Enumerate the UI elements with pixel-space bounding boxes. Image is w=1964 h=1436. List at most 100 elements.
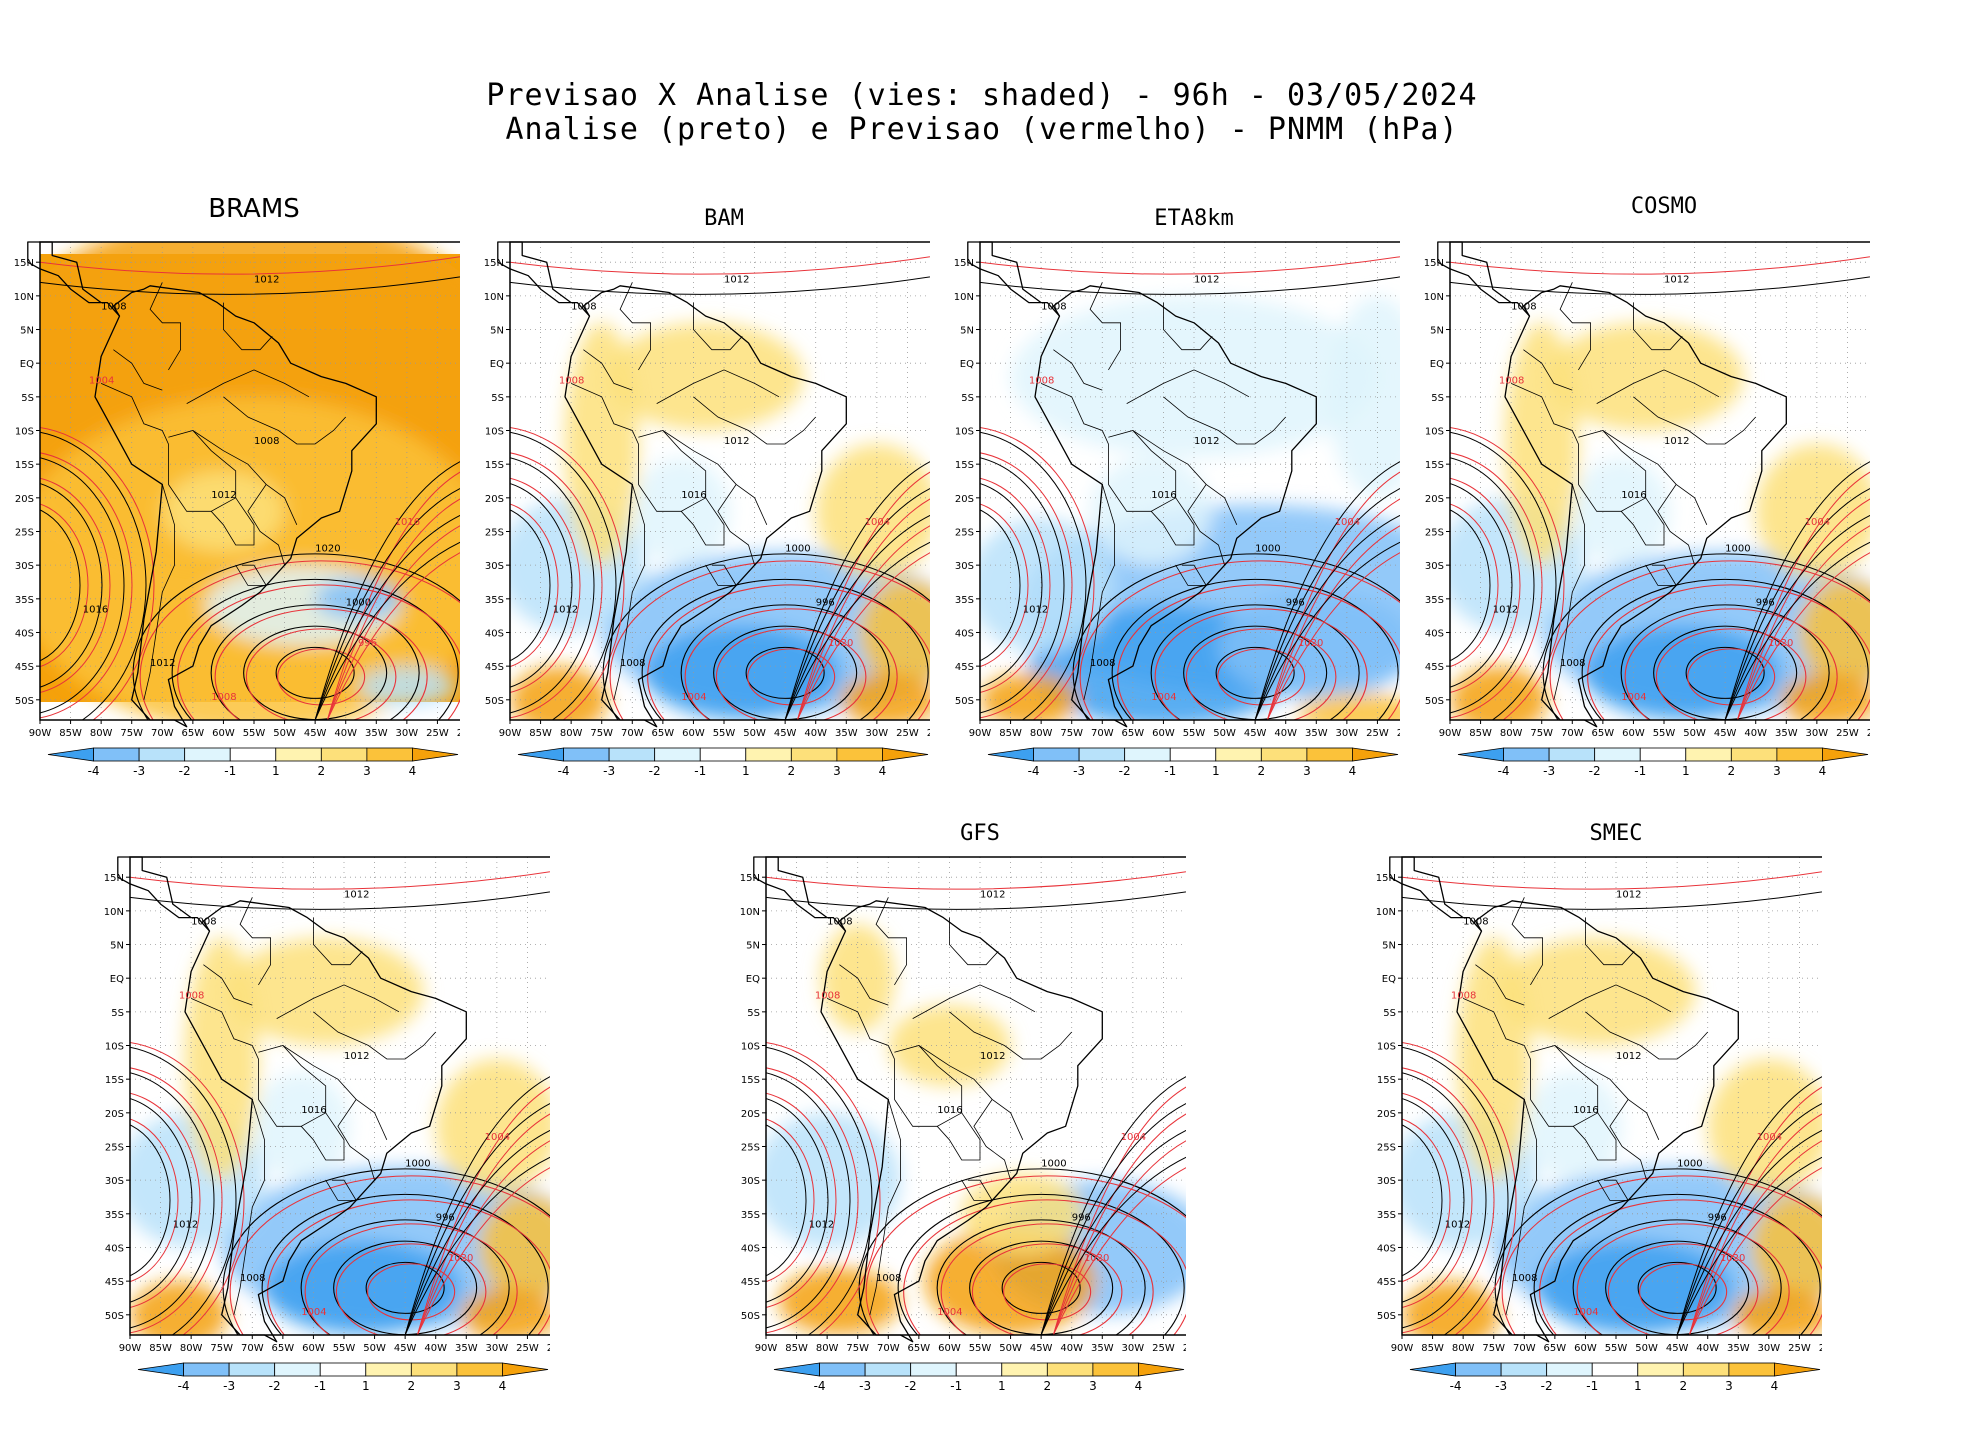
lon-label: 90W (755, 1343, 778, 1354)
analysis-isobar (1724, 511, 1878, 720)
country-border (1163, 302, 1213, 351)
lat-label: 40S (955, 628, 974, 639)
forecast-isobar (245, 628, 397, 720)
country-border (223, 396, 346, 445)
lat-label: 5N (1430, 326, 1444, 337)
lon-label: 50W (1635, 1343, 1658, 1354)
lon-label: 80W (1452, 1343, 1475, 1354)
forecast-isobar (980, 254, 1408, 275)
lon-label: 60W (212, 728, 235, 739)
colorbar-label: -1 (224, 764, 236, 775)
country-border (1548, 984, 1672, 1019)
country-border (1620, 497, 1665, 546)
colorbar-swatch (955, 1362, 1003, 1377)
panel-bam: BAM 1008 1012 1008 1012 1016 1004 1000 996 1020 1… (470, 190, 950, 778)
forecast-isobar (130, 1067, 223, 1334)
analysis-isobar (261, 1193, 549, 1335)
analysis-isobar (130, 1072, 215, 1329)
forecast-isobar (796, 494, 938, 720)
lon-label: 20W (1867, 728, 1870, 739)
lon-label: 75W (120, 728, 143, 739)
analysis-isobar (1676, 1126, 1830, 1335)
isobar-label: 1000 (785, 544, 810, 555)
lon-label: 90W (29, 728, 52, 739)
lat-label: 5N (746, 941, 760, 952)
colorbar-swatch (745, 747, 792, 762)
forecast-isobar (1450, 427, 1565, 720)
country-border (337, 1099, 375, 1181)
colorbar-swatch (563, 747, 610, 762)
coastlines (967, 241, 1317, 728)
lon-label: 70W (1091, 728, 1114, 739)
analysis-isobar (510, 431, 617, 720)
country-border (1585, 1011, 1708, 1060)
isobar-label: 996 (436, 1213, 455, 1224)
lat-label: 10S (1425, 427, 1444, 438)
colorbar-label: 2 (1680, 1379, 1688, 1390)
lat-label: 15S (485, 460, 504, 471)
forecast-isobar (1185, 628, 1337, 720)
axis-labels: 15N 10N 5N EQ 5S 10S 15S 20S 25S 30S 35S 40S 45S 50S 9… (1376, 873, 1842, 1354)
isobar-label: 1012 (1445, 1219, 1470, 1230)
country-border (235, 564, 267, 586)
colorbar-label: 3 (453, 1379, 461, 1390)
isobars (1450, 254, 1878, 720)
country-borders (826, 897, 1072, 1315)
analysis-isobar (858, 1168, 1194, 1335)
lat-label: 50S (741, 1311, 760, 1322)
isobar-label: 1004 (681, 692, 706, 703)
forecast-isobar (980, 503, 1029, 668)
lat-label: EQ (110, 974, 124, 985)
forecast-isobar (1079, 560, 1408, 720)
bias-patch (980, 518, 1115, 653)
isobar-label: 1012 (1023, 604, 1048, 615)
colorbar-label: -1 (1634, 764, 1646, 775)
country-border (1089, 282, 1121, 371)
analysis-isobar (314, 511, 468, 720)
colorbar-swatch (1639, 747, 1687, 762)
bias-patch (185, 937, 259, 1181)
country-border (1150, 497, 1195, 546)
country-border (100, 383, 169, 485)
forecast-isobar (1736, 494, 1878, 720)
map-plot: 1008 1012 1008 1012 1016 1004 1000 996 1020 1012 1… (954, 241, 1419, 778)
central-america-coast (1437, 241, 1530, 317)
forecast-isobar (40, 452, 133, 719)
lon-label: 65W (182, 728, 205, 739)
colorbar-label: 4 (409, 764, 417, 775)
analysis-isobar (171, 578, 459, 720)
lat-label: 5S (491, 393, 504, 404)
lat-label: 5S (747, 1008, 760, 1019)
panel-unnamed: 1008 1012 1008 1012 1016 1004 1000 996 1020 1012 1… (90, 805, 569, 1393)
country-border (239, 897, 271, 986)
colorbar-arrow-high (412, 747, 459, 762)
analysis-isobar (766, 1098, 829, 1303)
lon-label: 25W (896, 728, 919, 739)
lon-label: 85W (785, 1343, 808, 1354)
forecast-isobar (1052, 1136, 1194, 1335)
bias-patch (478, 1193, 558, 1302)
lat-label: 35S (105, 1210, 124, 1221)
country-border (1645, 564, 1677, 586)
colorbar-swatch (819, 1362, 866, 1377)
isobar-label: 1004 (865, 517, 890, 528)
country-border (705, 564, 737, 586)
isobar-label: 1012 (211, 490, 236, 501)
country-borders (1040, 282, 1286, 700)
lon-label: 55W (713, 728, 736, 739)
analysis-isobar (130, 1046, 237, 1335)
bias-patch (1402, 1281, 1500, 1335)
lat-label: 20S (105, 1109, 124, 1120)
country-border (973, 1099, 1011, 1181)
isobar-labels: 1008 1012 1008 1012 1016 1004 1000 996 1020 1012 1… (173, 889, 510, 1317)
axis-labels: 15N 10N 5N EQ 5S 10S 15S 20S 25S 30S 35S 40S 45S 50S 9… (1424, 258, 1890, 739)
forecast-isobar (335, 1243, 487, 1335)
isobar-label: 1012 (344, 1051, 369, 1062)
isobar-label: 1004 (937, 1307, 962, 1318)
isobars (980, 254, 1408, 720)
forecast-isobar (1402, 1118, 1451, 1283)
bias-patch (1450, 666, 1548, 720)
lon-label: 40W (424, 1343, 447, 1354)
colorbar-label: 4 (879, 764, 887, 775)
colorbar-label: -3 (223, 1379, 235, 1390)
